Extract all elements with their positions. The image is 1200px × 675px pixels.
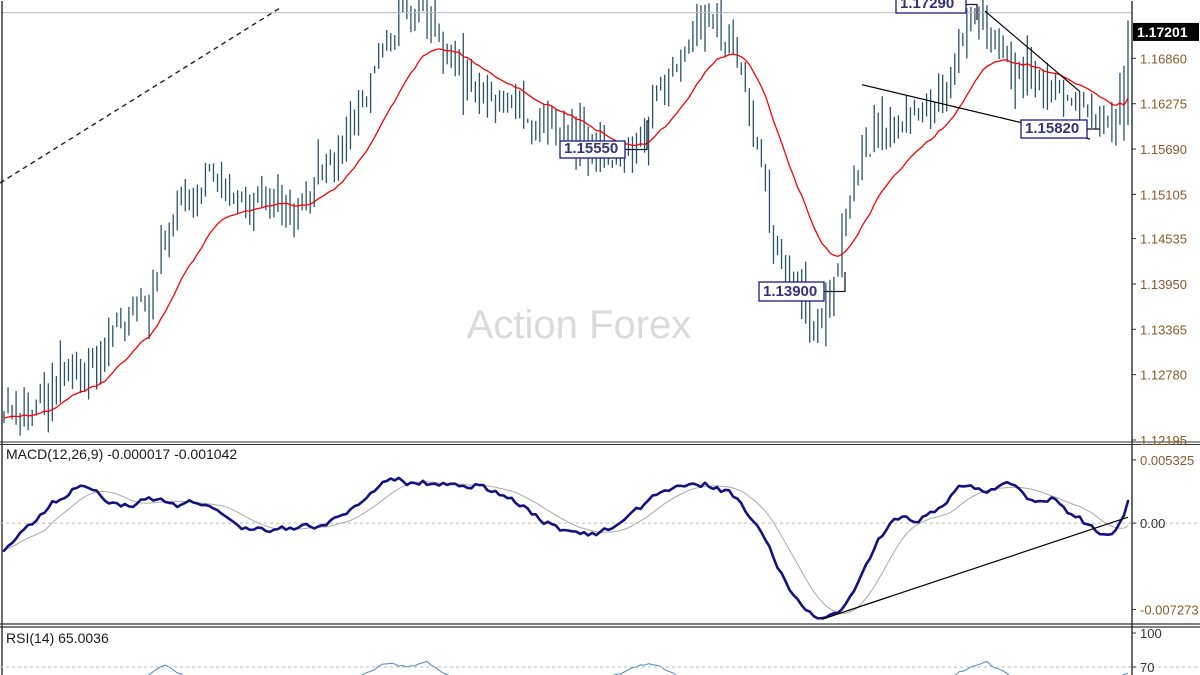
svg-text:70: 70 [1140,660,1154,675]
svg-text:100: 100 [1140,626,1162,641]
svg-text:1.15550: 1.15550 [564,140,618,157]
svg-text:Action Forex: Action Forex [467,303,692,347]
svg-text:1.13900: 1.13900 [763,283,817,300]
svg-text:1.13365: 1.13365 [1140,322,1187,337]
svg-text:1.14535: 1.14535 [1140,232,1187,247]
svg-text:1.12195: 1.12195 [1140,433,1187,448]
svg-text:1.16860: 1.16860 [1140,51,1187,66]
svg-text:1.12780: 1.12780 [1140,368,1187,383]
svg-text:1.17201: 1.17201 [1137,24,1188,40]
svg-text:1.13950: 1.13950 [1140,277,1187,292]
svg-text:RSI(14) 65.0036: RSI(14) 65.0036 [6,630,109,646]
svg-text:-0.007273: -0.007273 [1140,602,1199,617]
svg-text:1.17290: 1.17290 [900,0,954,12]
svg-text:1.15105: 1.15105 [1140,187,1187,202]
svg-text:1.16275: 1.16275 [1140,97,1187,112]
svg-text:0.00: 0.00 [1140,516,1165,531]
svg-text:MACD(12,26,9) -0.000017 -0.001: MACD(12,26,9) -0.000017 -0.001042 [6,446,237,462]
svg-text:1.15690: 1.15690 [1140,142,1187,157]
svg-text:0.005325: 0.005325 [1140,453,1194,468]
svg-text:1.15820: 1.15820 [1025,120,1079,137]
